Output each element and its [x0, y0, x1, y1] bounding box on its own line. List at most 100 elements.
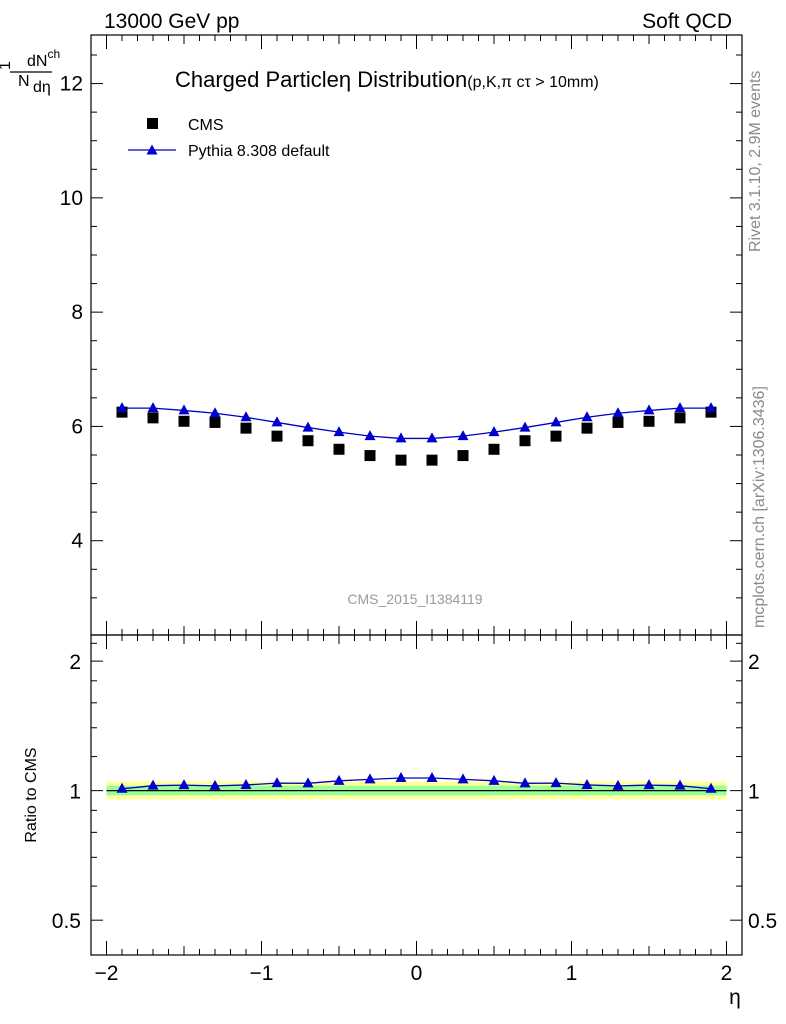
ratio-y-axis-label: Ratio to CMS	[23, 747, 40, 842]
ratio-y-ticks	[91, 642, 742, 921]
pythia-point	[147, 402, 159, 413]
ratio-curve	[121, 777, 712, 790]
pythia-point	[612, 407, 624, 418]
legend-pythia-marker	[146, 144, 158, 155]
ratio-point	[240, 778, 252, 789]
legend-cms-marker	[147, 118, 158, 129]
main-y-tick-label: 6	[71, 415, 83, 438]
cms-point	[302, 435, 314, 447]
x-tick-label: 1	[566, 962, 578, 985]
pythia-point	[240, 411, 252, 422]
x-tick-label: −1	[250, 962, 274, 985]
pythia-point	[457, 430, 469, 441]
ratio-point	[705, 782, 717, 793]
ratio-point	[395, 772, 407, 783]
pythia-point	[550, 416, 562, 427]
mcplots-ref: mcplots.cern.ch [arXiv:1306.3436]	[751, 386, 768, 628]
main-y-tick-label: 10	[60, 187, 83, 210]
cms-point	[581, 422, 593, 434]
ratio-point	[333, 774, 345, 785]
x-tick-label: −2	[95, 962, 119, 985]
ratio-points	[116, 772, 717, 793]
ratio-y-tick-label-right: 1	[748, 781, 760, 804]
ratio-y-tick-label-right: 0.5	[748, 910, 777, 933]
ratio-point	[612, 779, 624, 790]
main-y-tick-label: 12	[60, 73, 83, 96]
main-y-tick-label: 8	[71, 301, 83, 324]
cms-point	[178, 415, 190, 427]
ratio-point	[674, 779, 686, 790]
ratio-point	[116, 782, 128, 793]
ylabel-dn-main: dN	[27, 53, 47, 70]
pythia-point	[488, 426, 500, 437]
ratio-point	[302, 777, 314, 788]
ratio-point	[488, 774, 500, 785]
cms-point	[271, 430, 283, 442]
ratio-point	[364, 773, 376, 784]
pythia-point	[581, 411, 593, 422]
pythia-point	[364, 430, 376, 441]
x-tick-labels: −2 −1 0 1 2	[95, 962, 733, 985]
ylabel-deta: dη	[33, 79, 51, 96]
cms-point	[550, 430, 562, 442]
pythia-point	[302, 421, 314, 432]
ratio-point	[550, 777, 562, 788]
pythia-point	[116, 402, 128, 413]
header-left: 13000 GeV pp	[104, 10, 239, 33]
ratio-point	[643, 779, 655, 790]
pythia-point	[209, 407, 221, 418]
cms-point	[457, 450, 469, 462]
main-x-ticks	[90, 35, 743, 635]
main-y-ticks	[91, 54, 742, 599]
pythia-point	[333, 426, 345, 437]
legend-cms-label: CMS	[188, 117, 224, 134]
pythia-point	[178, 404, 190, 415]
rivet-info: Rivet 3.1.10, 2.9M events	[747, 71, 764, 252]
ratio-point	[209, 779, 221, 790]
ratio-x-ticks	[90, 635, 743, 955]
ylabel-dn: dNch	[27, 47, 60, 70]
cms-points	[116, 406, 717, 466]
cms-point	[674, 412, 686, 424]
ratio-y-tick-label-right: 2	[748, 651, 760, 674]
cms-point	[426, 454, 438, 466]
chart-title: Charged Particleη Distribution(p,K,π cτ …	[175, 67, 599, 92]
pythia-point	[674, 402, 686, 413]
cms-point	[488, 443, 500, 455]
cms-point	[147, 412, 159, 424]
chart-title-suffix: (p,K,π cτ > 10mm)	[467, 74, 599, 91]
ylabel-frac-den: N	[18, 73, 30, 90]
ratio-point	[457, 773, 469, 784]
main-y-tick-label: 4	[71, 530, 83, 553]
ratio-panel: 0.5 0.5 1 1 2 2 −2 −1 0 1 2 Ratio to CMS η	[23, 634, 777, 1009]
x-axis-label: η	[729, 986, 741, 1009]
pythia-point	[519, 421, 531, 432]
main-y-tick-labels: 4 6 8 10 12	[60, 73, 84, 553]
pythia-point	[643, 404, 655, 415]
chart-title-main: Charged Particleη Distribution	[175, 67, 467, 92]
ylabel-frac-num: 1	[0, 61, 14, 70]
ratio-point	[178, 779, 190, 790]
x-tick-label: 0	[411, 962, 423, 985]
ratio-point	[271, 777, 283, 788]
cms-point	[519, 435, 531, 447]
ylabel-dn-sub: ch	[47, 47, 60, 61]
legend-pythia-label: Pythia 8.308 default	[188, 143, 330, 160]
cms-point	[240, 422, 252, 434]
ratio-point	[519, 777, 531, 788]
pythia-point	[271, 416, 283, 427]
ratio-point	[426, 772, 438, 783]
ratio-point	[581, 778, 593, 789]
header-right: Soft QCD	[642, 10, 732, 33]
main-panel: 4 6 8 10 12 Charged Particleη Distribution(p…	[0, 34, 743, 636]
pythia-point	[426, 432, 438, 443]
pythia-point	[705, 402, 717, 413]
pythia-curve	[122, 407, 711, 440]
legend: CMS Pythia 8.308 default	[128, 117, 330, 160]
ratio-y-tick-label: 2	[69, 651, 81, 674]
pythia-points	[116, 402, 717, 443]
cms-point	[364, 450, 376, 462]
main-y-axis-label: 1 N dNch dη	[0, 47, 60, 96]
ratio-point	[147, 779, 159, 790]
